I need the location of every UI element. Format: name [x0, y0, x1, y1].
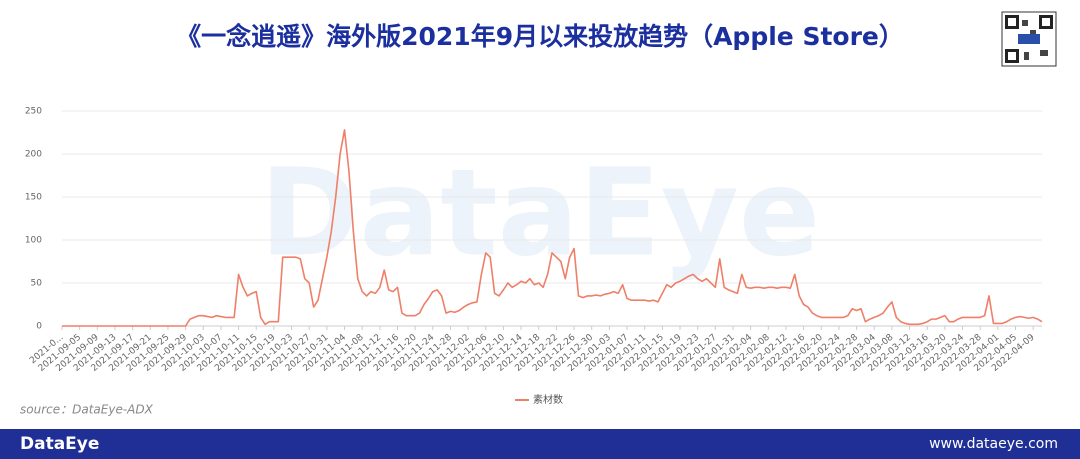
y-tick-label: 100 [25, 236, 42, 246]
qr-code [1001, 11, 1057, 67]
y-tick-label: 0 [36, 322, 42, 332]
y-tick-label: 50 [31, 279, 43, 289]
y-tick-label: 250 [25, 107, 42, 117]
source: source：DataEye-ADX [20, 403, 154, 417]
footer-bar [0, 429, 1080, 459]
watermark: DataEye [260, 145, 821, 284]
chart-title: 《一念逍遥》海外版2021年9月以来投放趋势（Apple Store） [176, 22, 904, 51]
y-tick-label: 200 [25, 150, 42, 160]
y-tick-label: 150 [25, 193, 42, 203]
line-series [62, 129, 1043, 327]
footer-brand: DataEye [20, 434, 99, 454]
footer-url: www.dataeye.com [929, 436, 1058, 452]
legend-label: 素材数 [533, 393, 563, 406]
